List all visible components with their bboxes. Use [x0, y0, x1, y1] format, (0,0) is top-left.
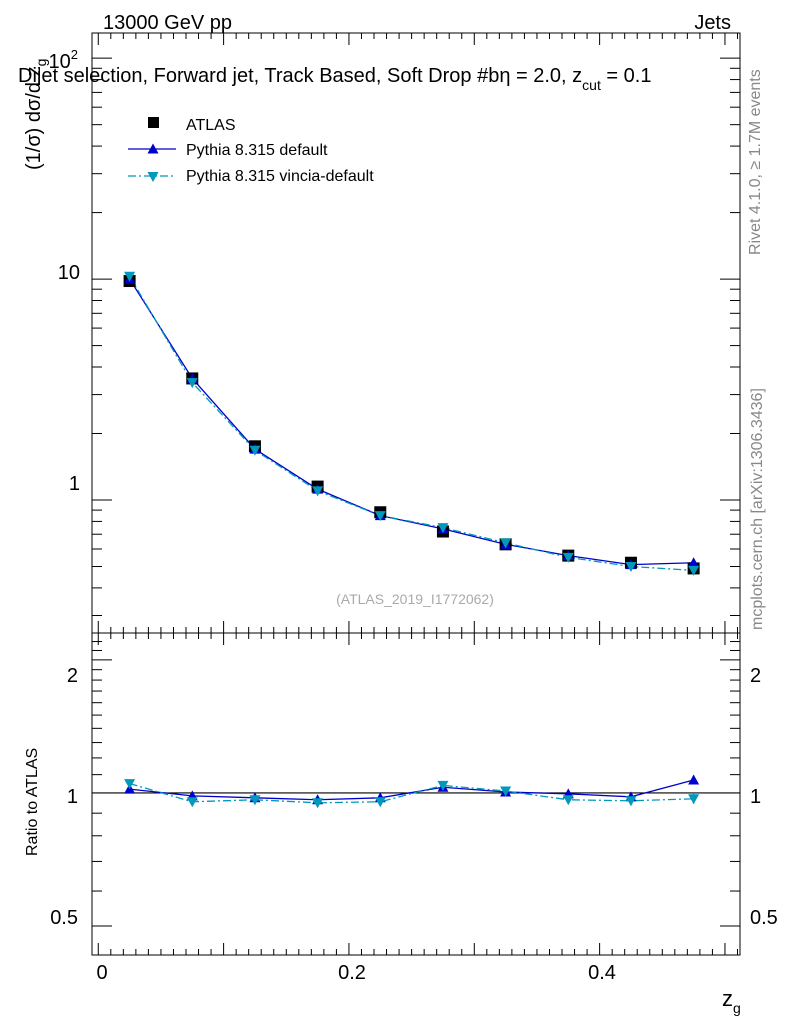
vincia-data-point: [249, 445, 261, 456]
vincia-data-point: [500, 538, 512, 549]
main-ytick-label-100: 102: [49, 47, 78, 73]
ratio-vincia-point: [249, 795, 261, 806]
legend-vincia-label: Pythia 8.315 vincia-default: [186, 168, 374, 185]
ratio-ytick-label-right-2: 2: [750, 665, 761, 687]
legend-default-marker: [147, 143, 159, 154]
legend-atlas-marker: [148, 117, 159, 128]
ratio-ytick-label-2: 2: [67, 665, 78, 687]
vincia-data-point: [124, 271, 136, 282]
rivet-side-label: Rivet 4.1.0, ≥ 1.7M events: [747, 69, 764, 255]
plot-title: Dijet selection, Forward jet, Track Base…: [18, 65, 651, 93]
ratio-ytick-label-right-1: 1: [750, 786, 761, 808]
ratio-panel-frame: [91, 632, 741, 956]
vincia-data-point: [374, 511, 386, 522]
ratio-vincia-point: [562, 795, 574, 806]
xtick-label-0: 0: [96, 962, 107, 984]
category-label: Jets: [694, 12, 731, 34]
ratio-vincia-point: [437, 780, 449, 791]
ratio-data-layer: [124, 774, 700, 809]
ratio-ytick-label-right-0.5: 0.5: [750, 907, 778, 929]
vincia-data-point: [312, 486, 324, 497]
ratio-vincia-point: [500, 786, 512, 797]
ratio-vincia-point: [124, 779, 136, 790]
legend-default-label: Pythia 8.315 default: [186, 142, 328, 159]
default-data-point: [688, 557, 700, 568]
ratio-vincia-point: [312, 798, 324, 809]
main-ylabel: (1/σ) dσ/d zg: [23, 59, 49, 170]
main-ytick-label-1: 1: [69, 473, 80, 495]
energy-label: 13000 GeV pp: [103, 12, 232, 34]
ratio-default-point: [688, 774, 700, 785]
ratio-ytick-label-0.5: 0.5: [50, 907, 78, 929]
ratio-default-line: [129, 779, 694, 801]
ratio-vincia-line: [129, 782, 694, 804]
xtick-label-0.4: 0.4: [588, 962, 616, 984]
ratio-ylabel: Ratio to ATLAS: [24, 748, 41, 856]
ratio-ytick-label-1: 1: [67, 786, 78, 808]
ratio-vincia-point: [625, 796, 637, 807]
vincia-data-point: [186, 378, 198, 389]
legend-atlas-label: ATLAS: [186, 117, 236, 134]
legend: ATLAS Pythia 8.315 default Pythia 8.315 …: [128, 117, 374, 185]
main-ytick-label-10: 10: [58, 262, 80, 284]
xtick-label-0.2: 0.2: [338, 962, 366, 984]
analysis-watermark: (ATLAS_2019_I1772062): [336, 591, 494, 607]
vincia-series-line: [129, 275, 694, 572]
vincia-data-point: [562, 552, 574, 563]
ratio-vincia-point: [688, 794, 700, 805]
xlabel: zg: [722, 986, 741, 1016]
main-data-layer: [123, 271, 700, 576]
vincia-data-point: [688, 565, 700, 576]
ratio-vincia-point: [374, 797, 386, 808]
vincia-data-point: [625, 561, 637, 572]
vincia-data-point: [437, 523, 449, 534]
mcplots-side-label: mcplots.cern.ch [arXiv:1306.3436]: [749, 388, 766, 630]
ratio-vincia-point: [186, 797, 198, 808]
legend-vincia-marker: [147, 172, 159, 182]
